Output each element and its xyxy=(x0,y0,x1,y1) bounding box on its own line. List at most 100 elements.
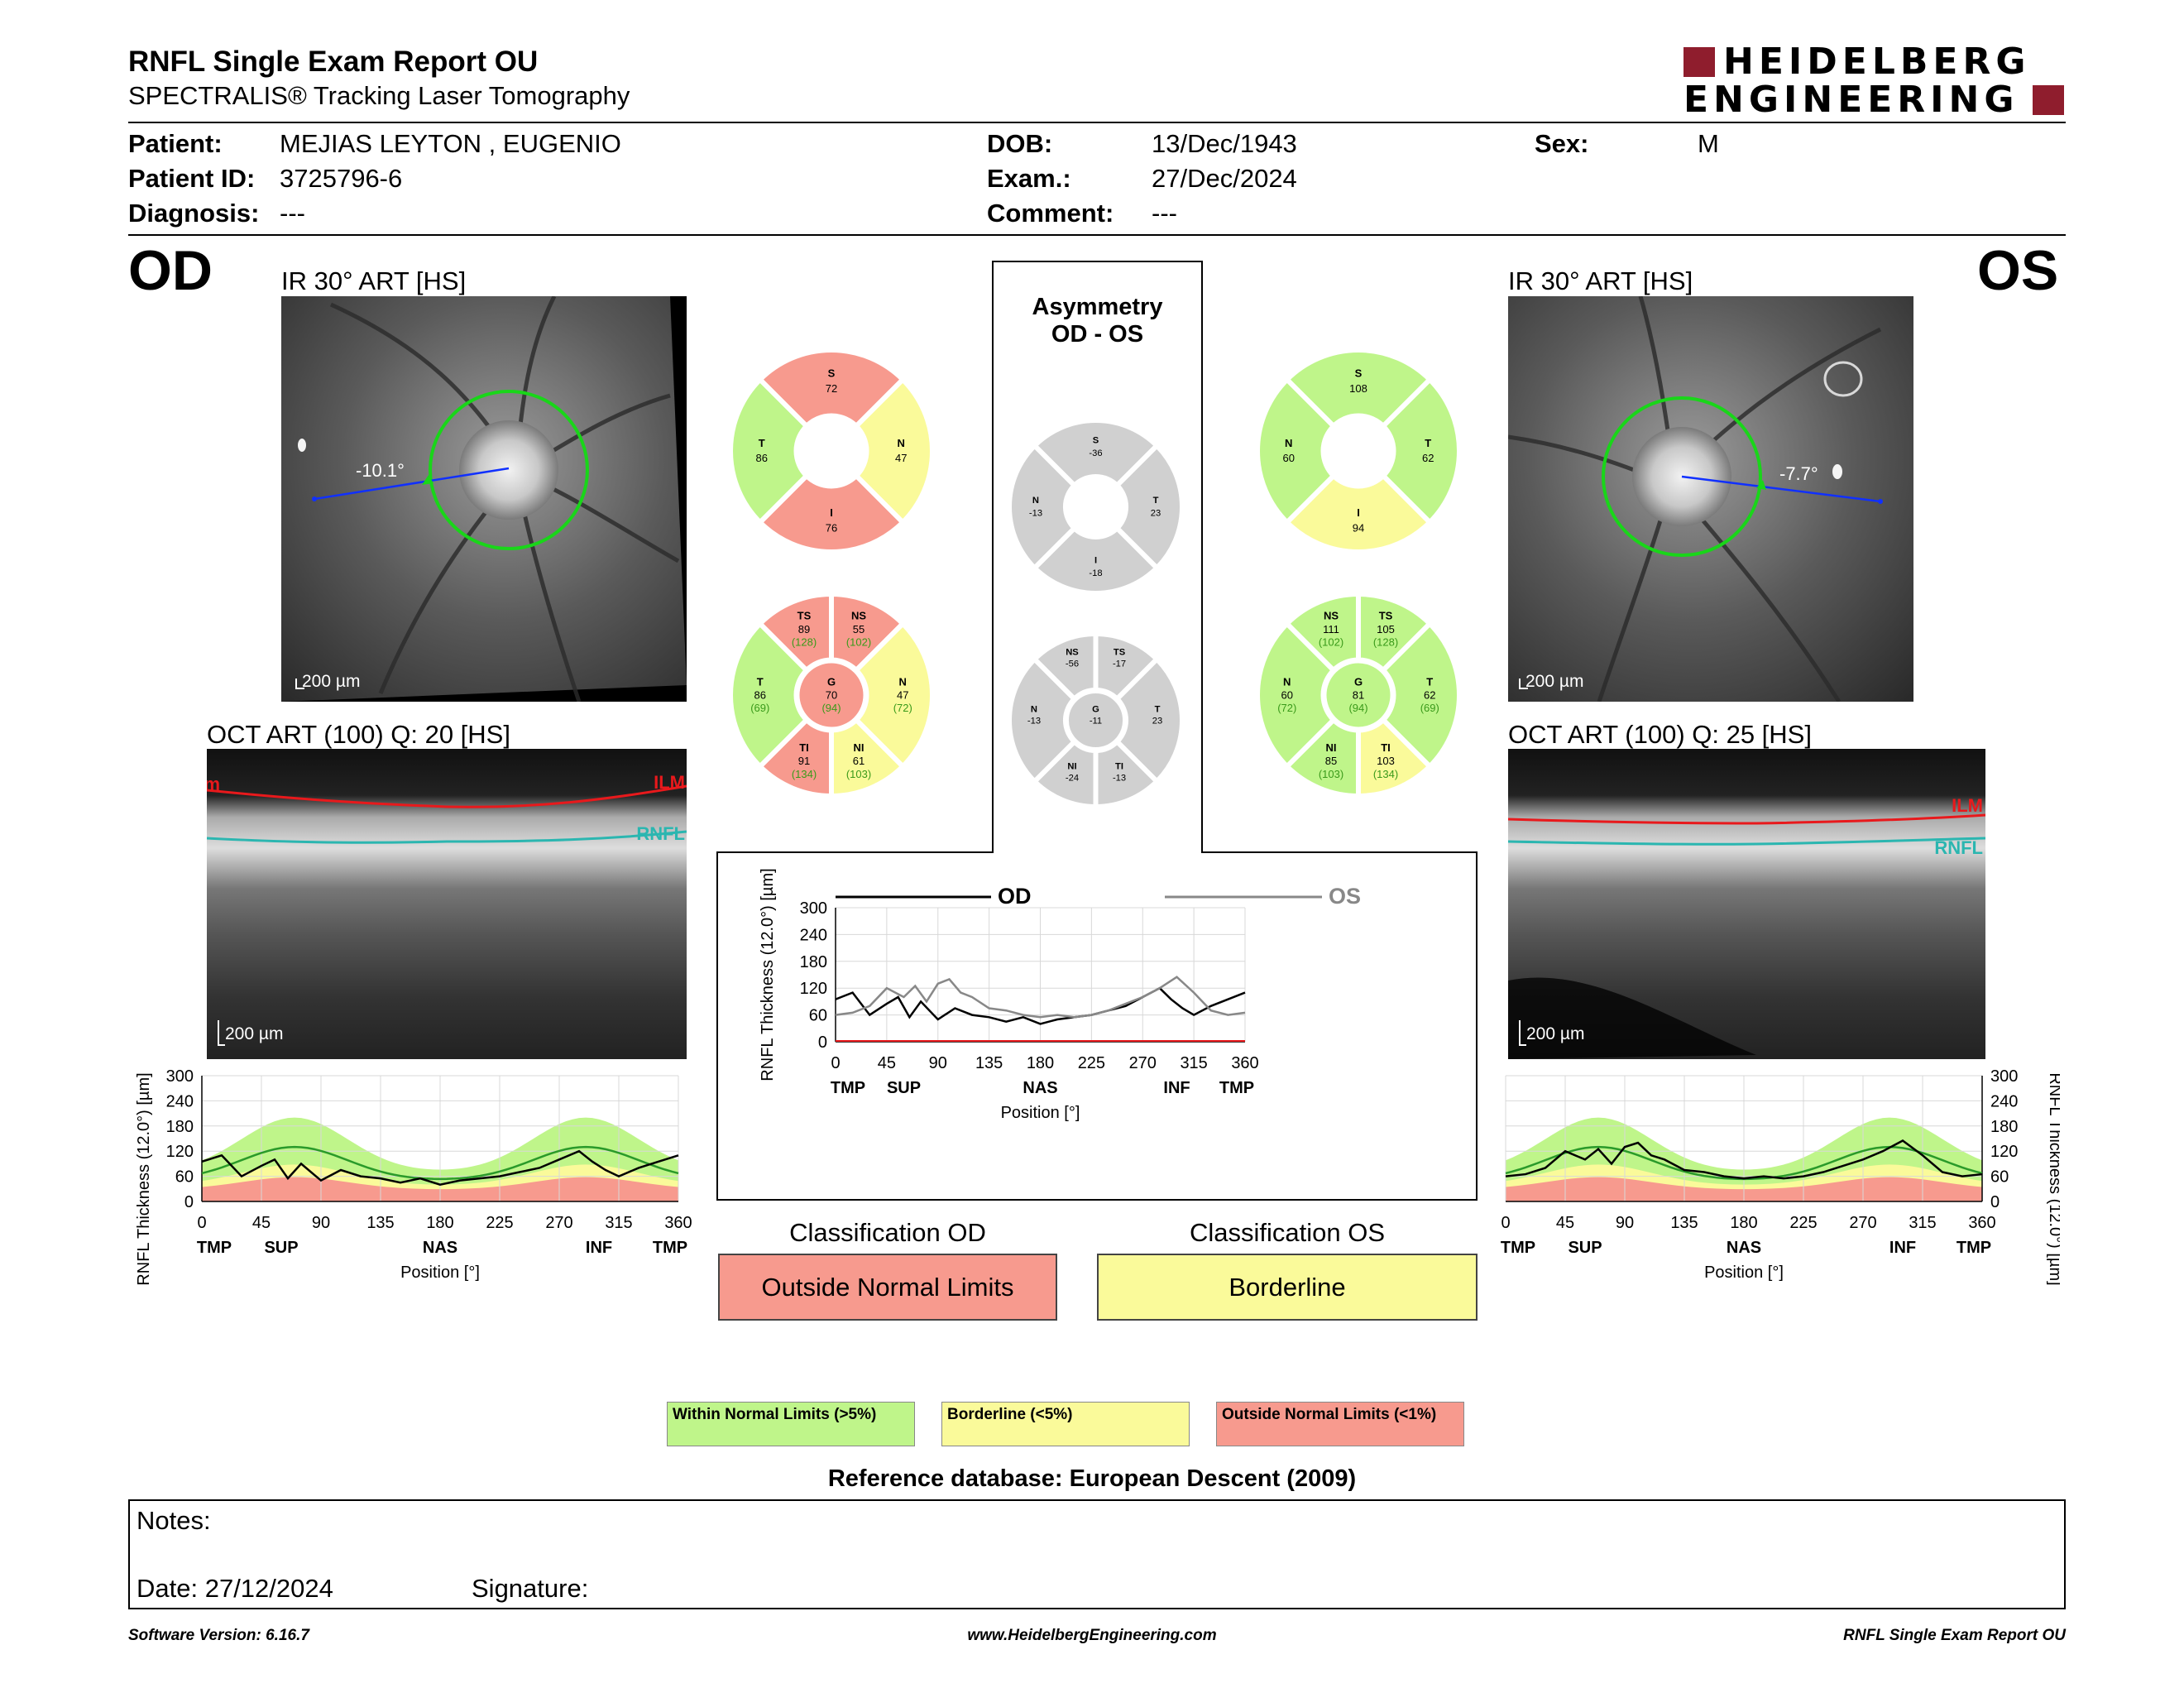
os-tsnit-xtick-0: 0 xyxy=(1501,1214,1510,1232)
os-tsnit-ytick-1: 240 xyxy=(1990,1092,2018,1110)
os6-label-ns: NS xyxy=(1324,610,1339,622)
os6-value-t: 62 xyxy=(1424,689,1435,702)
as6-sector-g xyxy=(1066,691,1125,750)
od-tsnit-region-1: SUP xyxy=(264,1239,298,1257)
os-tsnit-xtick-6: 270 xyxy=(1849,1214,1876,1232)
notes-box[interactable]: Notes: Date: 27/12/2024 Signature: xyxy=(128,1499,2066,1609)
as6-sector-n xyxy=(1007,655,1078,785)
od-tsnit-xtick-2: 90 xyxy=(312,1214,330,1232)
os6-label-ni: NI xyxy=(1325,741,1336,754)
patient-id-value: 3725796-6 xyxy=(280,164,403,193)
od6-sector-t xyxy=(728,620,811,770)
os-tsnit-xtick-3: 135 xyxy=(1670,1214,1698,1232)
as4-value-i: -18 xyxy=(1089,568,1102,578)
asymmetry-title-line2: OD - OS xyxy=(1051,321,1144,348)
asym-sector-4: S -36 T 23 I -18 N -13 xyxy=(1007,418,1185,596)
as6-sector-t xyxy=(1114,655,1185,785)
cmp-series-od xyxy=(835,986,1246,1025)
od6-ref-n: (72) xyxy=(893,702,912,714)
as6-sector-ns xyxy=(1031,631,1099,703)
od6-ref-g: (94) xyxy=(821,702,841,714)
os-fundus-scale: 200 µm xyxy=(1525,672,1583,691)
logo-line-2: ENGINEERING xyxy=(1684,79,2019,121)
od-rnfl-label: RNFL xyxy=(636,823,685,844)
cmp-xtick-3: 135 xyxy=(975,1054,1003,1072)
od-os-comparison-chart: 300 240 180 120 60 00 45 90 135 180 225 270 315 360 TM… xyxy=(759,868,1361,1122)
od-tsnit-region-3: INF xyxy=(586,1239,612,1257)
os-rnfl-label: RNFL xyxy=(1934,837,1983,858)
os-tsnit-ytick-4: 60 xyxy=(1990,1168,2009,1187)
logo-line-1: HEIDELBERG xyxy=(1723,41,2031,83)
os-tsnit-ytick-5: 0 xyxy=(1990,1193,2000,1211)
os6-value-ns: 111 xyxy=(1323,623,1339,635)
od6-label-ti: TI xyxy=(799,741,809,754)
os6-label-t: T xyxy=(1426,675,1433,688)
as4-value-t: 23 xyxy=(1151,509,1161,519)
as6-label-ns: NS xyxy=(1066,648,1079,658)
os-tsnit-ytick-2: 180 xyxy=(1990,1118,2018,1136)
footer-url[interactable]: www.HeidelbergEngineering.com xyxy=(967,1627,1217,1644)
od-tsnit-ytick-5: 0 xyxy=(184,1193,194,1211)
od6-label-n: N xyxy=(899,675,907,688)
od6-ref-ni: (103) xyxy=(846,768,871,780)
as6-value-ni: -24 xyxy=(1066,773,1079,783)
os6-label-g: G xyxy=(1354,675,1363,688)
os6-label-n: N xyxy=(1283,675,1291,688)
eye-label-od: OD xyxy=(128,239,213,302)
os6-sector-n xyxy=(1255,620,1338,770)
od-fundus-image: -10.1° 200 µm xyxy=(281,296,687,702)
os4-label-s: S xyxy=(1355,367,1363,380)
classification-os-title: Classification OS xyxy=(1189,1218,1386,1247)
os-ilm-label: ILM xyxy=(1952,795,1983,816)
od-tsnit-xtick-0: 0 xyxy=(197,1214,206,1232)
reference-database: Reference database: European Descent (20… xyxy=(827,1465,1357,1492)
od-sector-4: S 72 N 47 I 76 T 86 xyxy=(728,348,935,554)
sex-label: Sex: xyxy=(1535,129,1589,158)
os-fundus-image: -7.7° 200 µm xyxy=(1508,296,1913,702)
os-tsnit-region-2: NAS xyxy=(1727,1239,1761,1257)
os6-sector-g xyxy=(1324,661,1392,729)
os-tsnit-chart: 300 240 180 120 60 0 0 45 90 135 180 225 270 315 360 TM… xyxy=(1501,1067,2060,1286)
as4-label-s: S xyxy=(1093,436,1099,446)
os-tsnit-xtick-2: 90 xyxy=(1616,1214,1634,1232)
as4-value-s: -36 xyxy=(1089,448,1102,458)
legend-outside-normal: Outside Normal Limits (<1%) xyxy=(1216,1402,1464,1446)
os6-value-g: 81 xyxy=(1353,689,1364,702)
od-tsnit-region-0: TMP xyxy=(197,1239,232,1257)
os-ir-title: IR 30° ART [HS] xyxy=(1508,266,1693,295)
od-tsnit-ylabel: RNFL Thickness (12.0°) [µm] xyxy=(135,1072,153,1285)
notes-label: Notes: xyxy=(136,1506,211,1535)
as4-label-i: I xyxy=(1094,556,1097,566)
os-tsnit-ylabel: RNFL Thickness (12.0°) [µm] xyxy=(2046,1072,2060,1285)
od-tsnit-region-4: TMP xyxy=(653,1239,687,1257)
asymmetry-title-line1: Asymmetry xyxy=(1032,294,1163,320)
cmp-ytick-4: 60 xyxy=(809,1007,827,1025)
od-tsnit-normative-mean xyxy=(201,1145,679,1181)
od-ir-title: IR 30° ART [HS] xyxy=(281,266,467,295)
od-fundus-scale: 200 µm xyxy=(302,672,360,691)
asym-sector-6: TS -17 T 23 TI -13 NI -24 N -13 NS -56 G -11 xyxy=(1007,631,1185,810)
od-tsnit-xtick-3: 135 xyxy=(366,1214,394,1232)
od6-value-ts: 89 xyxy=(798,623,810,635)
od6-label-g: G xyxy=(827,675,836,688)
od-tsnit-xtick-4: 180 xyxy=(426,1214,453,1232)
as6-value-g: -11 xyxy=(1090,716,1102,726)
patient-rule xyxy=(128,234,2066,236)
as6-value-t: 23 xyxy=(1152,716,1162,726)
cmp-region-2: NAS xyxy=(1023,1079,1057,1097)
os-oct-scale: 200 µm xyxy=(1526,1024,1584,1043)
os-tsnit-region-3: INF xyxy=(1889,1239,1916,1257)
od-sector-6: NS 55 (102) N 47 (72) NI 61 (103) TI 91 (134) T 86 (69… xyxy=(728,591,935,799)
os6-ref-ts: (128) xyxy=(1373,635,1398,648)
legend-within-normal: Within Normal Limits (>5%) xyxy=(667,1402,915,1446)
od-ilm-label: ILM xyxy=(654,772,685,793)
od6-sector-ts xyxy=(756,591,834,674)
as6-label-n: N xyxy=(1031,704,1037,714)
as6-label-ts: TS xyxy=(1114,648,1126,658)
od-oct-bscan: m ILM RNFL 200 µm xyxy=(207,749,687,1059)
od6-value-ns: 55 xyxy=(853,623,864,635)
cmp-legend-os: OS xyxy=(1329,884,1361,909)
os-tsnit-xtick-5: 225 xyxy=(1789,1214,1817,1232)
os-tsnit-xlabel: Position [°] xyxy=(1704,1264,1784,1282)
os4-label-i: I xyxy=(1357,506,1360,519)
